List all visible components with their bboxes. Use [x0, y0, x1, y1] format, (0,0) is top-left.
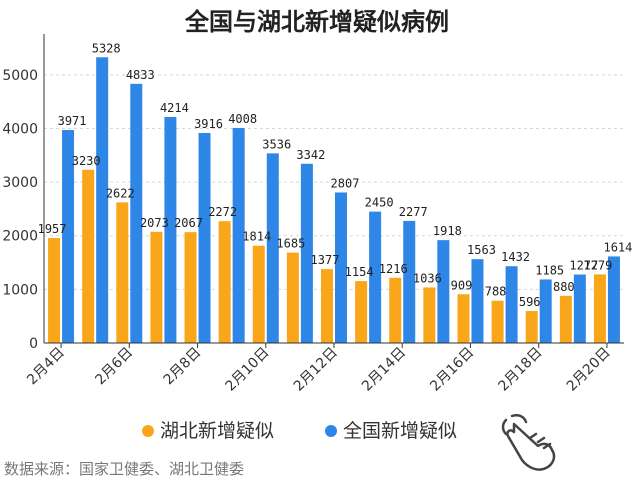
hubei-bar — [423, 287, 436, 343]
legend-label: 湖北新增疑似 — [160, 420, 274, 442]
x-tick-label: 2月14日 — [359, 345, 409, 395]
national-bar — [539, 279, 552, 343]
data-label: 2272 — [208, 205, 237, 219]
national-bar — [471, 259, 484, 343]
hubei-bar — [593, 274, 606, 343]
data-label: 3536 — [262, 137, 291, 151]
data-label: 3971 — [58, 114, 87, 128]
hubei-bar — [525, 311, 538, 343]
legend: 湖北新增疑似 全国新增疑似 — [142, 420, 457, 442]
legend-marker — [325, 425, 337, 437]
hubei-bar — [48, 238, 61, 343]
data-label: 1277 — [569, 259, 598, 273]
pointing-hand-icon — [501, 414, 556, 471]
data-label: 788 — [485, 285, 507, 299]
data-label: 1216 — [379, 262, 408, 276]
x-axis: 2月4日 2月6日 2月8日 2月10日 2月12日 2月14日 2月16日 2月18日 2月2… — [24, 342, 624, 395]
x-tick-label: 2月8日 — [161, 345, 205, 389]
data-label: 1918 — [433, 224, 462, 238]
data-label: 3230 — [72, 154, 101, 168]
national-bar — [232, 128, 245, 343]
source-note: 数据来源：国家卫健委、湖北卫健委 — [4, 460, 245, 478]
data-label: 3342 — [296, 148, 325, 162]
national-bar — [369, 211, 382, 343]
hubei-bar — [457, 294, 470, 343]
hubei-bar — [321, 269, 333, 343]
data-label: 2807 — [331, 176, 360, 190]
national-bar — [266, 153, 279, 343]
data-label: 2450 — [365, 196, 394, 210]
national-bar — [96, 57, 109, 344]
data-label: 1185 — [535, 263, 564, 277]
data-label: 4833 — [126, 68, 155, 82]
national-bar — [403, 220, 416, 343]
national-bar — [437, 240, 450, 343]
national-bar — [130, 83, 143, 344]
national-bar — [62, 130, 75, 343]
data-label: 1279 — [583, 258, 612, 272]
x-tick-label: 2月18日 — [496, 345, 546, 395]
hubei-bar — [286, 252, 299, 343]
national-bar — [573, 274, 586, 343]
x-tick-label: 2月12日 — [291, 345, 341, 395]
y-tick-label: 0 — [29, 336, 38, 352]
x-tick-label: 2月10日 — [223, 345, 273, 395]
chart-title: 全国与湖北新增疑似病例 — [184, 8, 449, 36]
data-label: 3916 — [194, 117, 223, 131]
data-label: 1614 — [603, 240, 632, 254]
national-bar — [335, 192, 347, 343]
data-label: 4008 — [228, 112, 257, 126]
data-label: 2277 — [399, 205, 428, 219]
national-bar — [300, 163, 313, 343]
data-label: 1814 — [242, 230, 271, 244]
data-label: 2067 — [174, 216, 203, 230]
hubei-bar — [116, 202, 129, 343]
hubei-bar — [355, 281, 368, 343]
legend-marker — [142, 425, 154, 437]
data-label: 1432 — [501, 250, 530, 264]
data-label: 1154 — [345, 265, 374, 279]
data-label: 1957 — [38, 222, 67, 236]
data-label: 880 — [553, 280, 575, 294]
x-tick-label: 2月6日 — [92, 345, 136, 389]
hubei-bar — [491, 300, 504, 343]
y-tick-label: 5000 — [2, 68, 38, 84]
hubei-bar — [252, 245, 265, 343]
data-label: 1685 — [276, 237, 305, 251]
national-bar — [198, 132, 211, 343]
y-tick-label: 4000 — [2, 121, 38, 137]
y-tick-label: 2000 — [2, 229, 38, 245]
national-bar — [505, 266, 518, 343]
x-tick-label: 2月16日 — [427, 345, 477, 395]
y-axis: 0 1000 2000 3000 4000 5000 — [2, 34, 45, 352]
legend-label: 全国新增疑似 — [343, 420, 457, 442]
data-label: 1036 — [413, 271, 442, 285]
hubei-bar — [150, 231, 163, 343]
data-label: 596 — [519, 295, 541, 309]
data-labels: 1957 3230 2622 2073 2067 2272 1814 1685 1377 1154… — [38, 41, 633, 309]
hubei-bar — [389, 277, 402, 343]
data-label: 2622 — [106, 186, 135, 200]
hubei-bar — [218, 221, 231, 343]
national-bar — [164, 117, 177, 343]
hubei-bar — [184, 232, 197, 343]
x-tick-label: 2月20日 — [564, 345, 614, 395]
data-label: 909 — [451, 278, 473, 292]
y-tick-label: 1000 — [2, 282, 38, 298]
data-label: 1563 — [467, 243, 496, 257]
y-tick-label: 3000 — [2, 175, 38, 191]
bars — [48, 57, 620, 344]
data-label: 1377 — [311, 253, 340, 267]
national-bar — [607, 256, 620, 343]
hubei-bar — [559, 295, 572, 343]
data-label: 5328 — [92, 41, 121, 55]
hubei-bar — [82, 169, 95, 343]
data-label: 4214 — [160, 101, 189, 115]
data-label: 2073 — [140, 216, 169, 230]
